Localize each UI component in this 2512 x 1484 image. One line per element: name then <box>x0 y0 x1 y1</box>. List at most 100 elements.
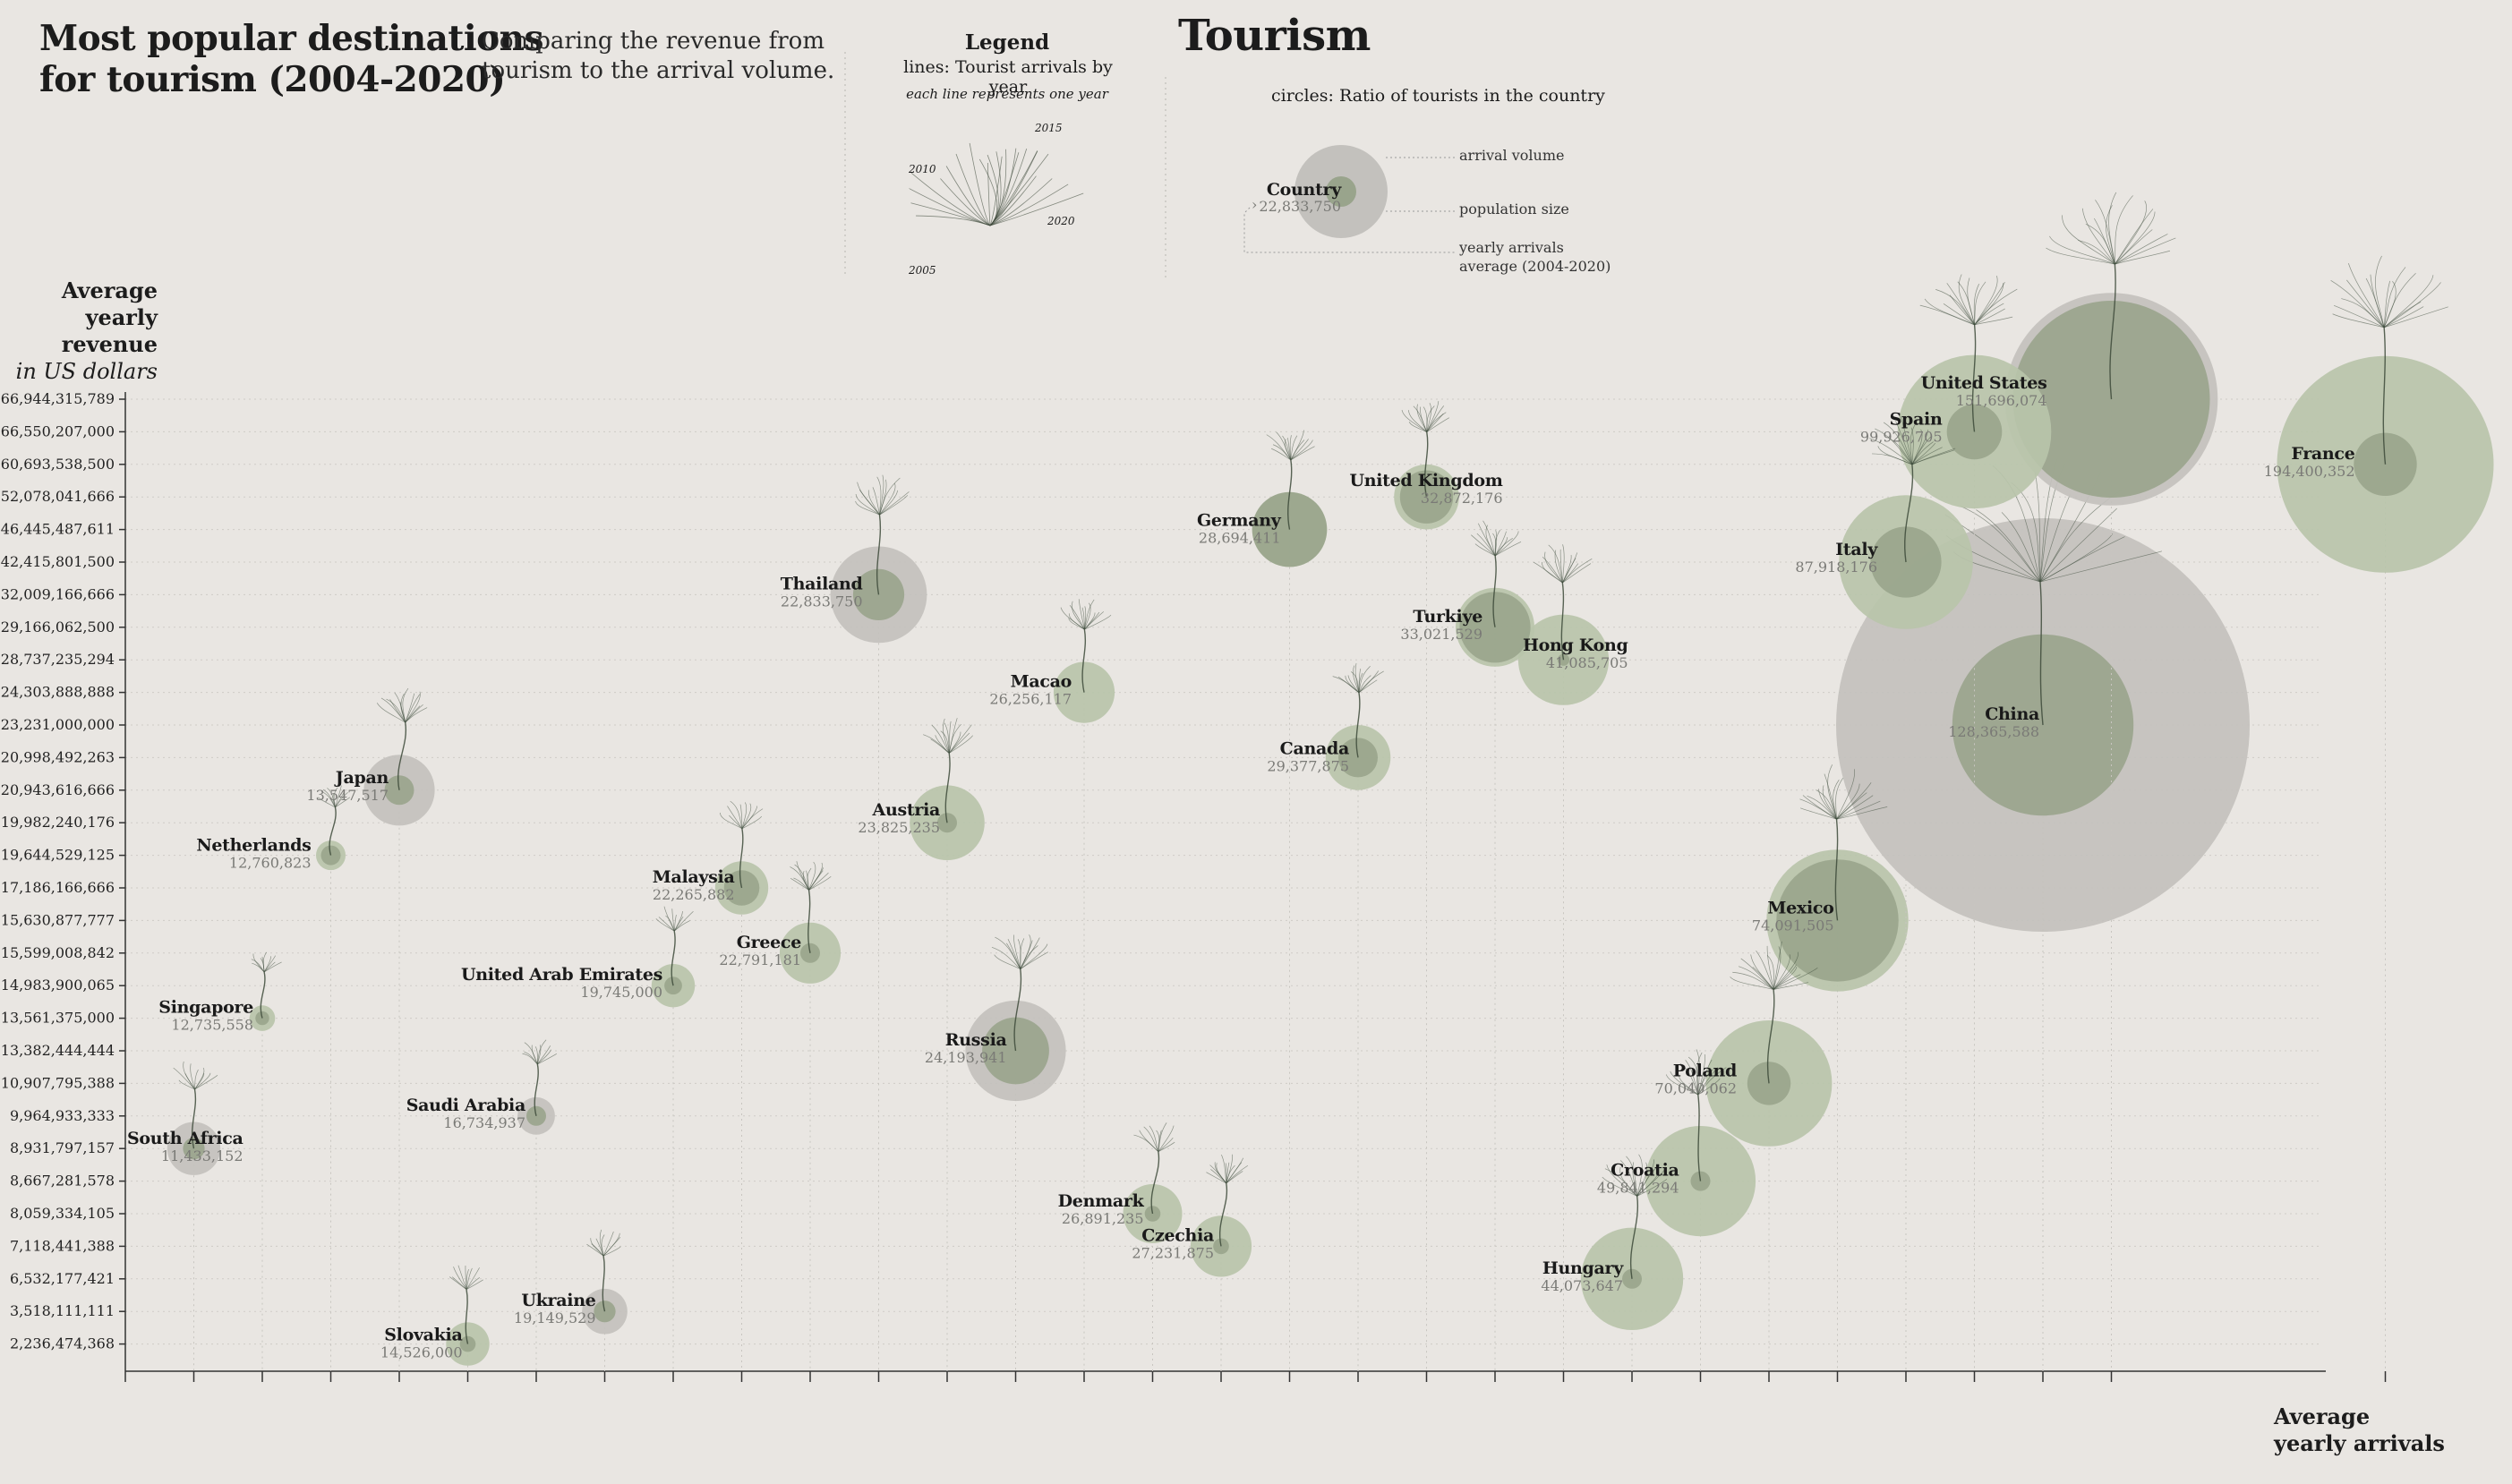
yearly-arrival-line <box>1548 544 1563 584</box>
yearly-arrival-line <box>1836 783 1860 820</box>
country-mark-hungary <box>1580 1154 1684 1371</box>
yearly-arrival-line <box>1960 506 2041 583</box>
country-label-austria: Austria <box>872 800 940 820</box>
yearly-arrival-line <box>1020 945 1038 969</box>
yearly-arrival-line <box>879 491 910 516</box>
yearly-arrival-line <box>1226 1162 1243 1184</box>
title-line-1: Most popular destinations <box>39 18 544 59</box>
y-tick-label: 24,303,888,888 <box>1 684 115 701</box>
y-axis-title-line-2: yearly revenue <box>61 304 158 357</box>
yearly-arrival-line <box>1678 1074 1699 1096</box>
yearly-arrival-line <box>1266 434 1292 461</box>
yearly-arrival-line <box>537 1053 557 1065</box>
yearly-arrival-line <box>389 699 406 723</box>
legend-yearly-line <box>945 166 991 226</box>
country-label-macao: Macao <box>1011 672 1072 692</box>
yearly-arrival-line <box>1967 277 1975 325</box>
yearly-arrival-line <box>335 797 351 808</box>
country-mark-malaysia <box>714 800 769 1371</box>
yearly-arrival-line <box>263 961 282 973</box>
yearly-arrival-line <box>1679 1062 1699 1096</box>
yearly-arrival-line <box>1158 1122 1167 1152</box>
y-tick-label: 46,445,487,611 <box>1 521 115 538</box>
yearly-arrival-line <box>466 1267 473 1290</box>
yearly-arrival-line <box>590 1238 604 1257</box>
yearly-arrival-line <box>1354 662 1360 693</box>
yearly-arrival-line <box>1943 303 1975 326</box>
yearly-arrival-line <box>1358 670 1384 694</box>
arrivals-label-poland: 70,040,062 <box>1654 1079 1737 1096</box>
subtitle-line-1: Comparing the revenue from <box>482 28 825 55</box>
arrivals-label-macao: 26,256,117 <box>989 691 1072 708</box>
legend-population-circle <box>1326 176 1356 207</box>
arrivals-label-canada: 29,377,875 <box>1267 757 1349 774</box>
arrivals-label-united-kingdom: 32,872,176 <box>1421 490 1503 507</box>
yearly-arrival-line <box>1773 967 1818 990</box>
y-tick-label: 2,236,474,368 <box>10 1335 115 1352</box>
yearly-arrival-line <box>2001 512 2041 583</box>
y-axis-title: Average yearly revenue in US dollars <box>0 277 158 385</box>
yearly-arrival-line <box>333 787 338 807</box>
yearly-arrival-line <box>1272 444 1292 461</box>
country-label-united-arab-emirates: United Arab Emirates <box>461 965 662 985</box>
yearly-arrival-line <box>602 1231 614 1257</box>
yearly-arrival-line <box>673 920 690 932</box>
legend-yearly-line <box>955 153 991 226</box>
axes: 166,944,315,789 66,550,207,000 60,693,538,… <box>0 390 2387 1382</box>
yearly-arrival-line <box>1910 424 1916 465</box>
country-label-singapore: Singapore <box>158 998 253 1018</box>
yearly-arrival-line <box>2384 306 2448 328</box>
yearly-arrival-line <box>1271 448 1292 461</box>
legend-yearly-line <box>989 183 1069 226</box>
yearly-arrival-line <box>1007 938 1021 969</box>
y-tick-label: 14,983,900,065 <box>1 977 115 994</box>
yearly-arrival-line <box>1078 599 1085 630</box>
country-label-south-africa: South Africa <box>127 1129 244 1148</box>
country-mark-united-states <box>2004 192 2218 1371</box>
yearly-arrival-line <box>720 812 743 830</box>
yearly-arrival-line <box>1226 1171 1243 1184</box>
arrival-stem <box>1904 464 1914 563</box>
yearly-arrival-line <box>2115 250 2171 265</box>
yearly-arrival-line <box>1084 599 1095 630</box>
country-mark-japan <box>363 687 435 1371</box>
y-tick-label: 8,667,281,578 <box>10 1173 115 1190</box>
yearly-arrival-line <box>1877 446 1913 465</box>
y-tick-label: 60,693,538,500 <box>1 456 115 473</box>
yearly-arrival-line <box>1562 544 1565 584</box>
yearly-arrival-line <box>2384 306 2424 328</box>
arrival-stem <box>944 753 951 823</box>
legend-year-2005: 2005 <box>909 264 936 277</box>
arrivals-label-united-states: 151,696,074 <box>1956 392 2047 409</box>
yearly-arrival-line <box>1602 1176 1637 1197</box>
yearly-arrival-line <box>1408 422 1427 433</box>
yearly-arrival-line <box>1290 435 1298 460</box>
yearly-arrival-line <box>2375 255 2385 328</box>
yearly-arrival-line <box>2115 229 2153 265</box>
legend-yearly-line <box>989 178 1053 226</box>
country-label-france: France <box>2291 444 2354 464</box>
arrivals-label-czechia: 27,231,875 <box>1132 1244 1214 1261</box>
yearly-arrival-line <box>802 871 809 891</box>
yearly-arrival-line <box>1911 441 1934 465</box>
yearly-arrival-line <box>2330 279 2385 328</box>
country-mark-turkiye <box>1456 520 1534 1371</box>
arrival-stem <box>2039 581 2044 726</box>
country-mark-greece <box>779 861 842 1371</box>
yearly-arrival-line <box>1158 1137 1174 1152</box>
legend-yearly-line <box>989 156 1003 226</box>
country-mark-austria <box>910 718 985 1371</box>
arrivals-label-malaysia: 22,265,882 <box>653 886 735 903</box>
arrivals-label-greece: 22,791,181 <box>719 951 801 968</box>
arrival-stem <box>1629 1196 1639 1279</box>
arrivals-label-united-arab-emirates: 19,745,000 <box>580 984 662 1001</box>
yearly-arrival-line <box>457 1265 467 1290</box>
yearly-arrival-line <box>1773 974 1801 990</box>
y-tick-label: 166,944,315,789 <box>0 390 115 407</box>
yearly-arrival-line <box>1474 543 1496 557</box>
yearly-arrival-line <box>466 1267 480 1290</box>
yearly-arrival-line <box>2383 280 2390 328</box>
yearly-arrival-line <box>466 1276 480 1290</box>
